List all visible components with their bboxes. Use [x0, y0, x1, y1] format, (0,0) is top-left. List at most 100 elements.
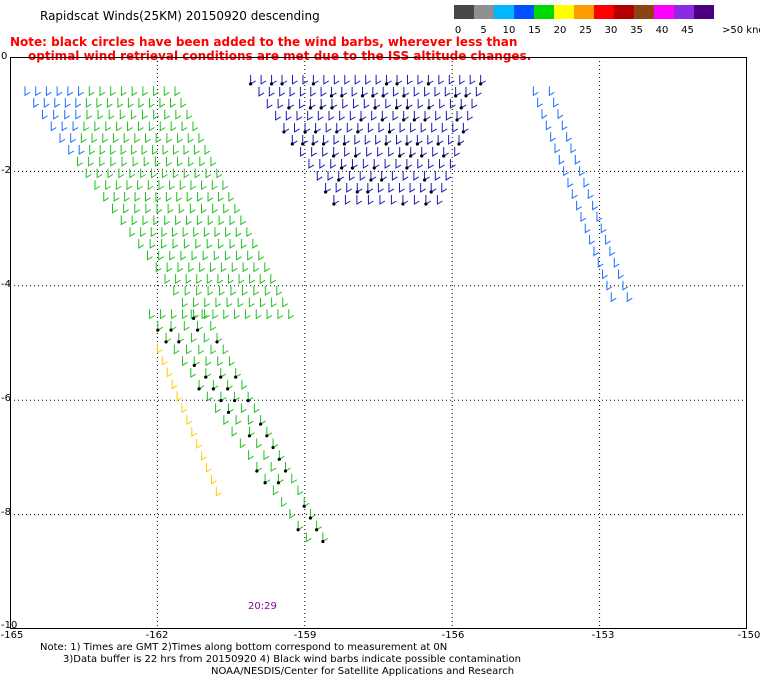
wind-barb	[169, 250, 176, 261]
y-tick-label: -6	[1, 393, 11, 404]
wind-barb	[140, 168, 146, 179]
contamination-dot	[296, 528, 300, 532]
wind-barb	[171, 379, 178, 390]
contamination-dot	[204, 375, 208, 379]
wind-barb	[107, 168, 114, 179]
wind-barb	[155, 191, 162, 202]
wind-barb	[220, 262, 227, 273]
wind-barb	[218, 238, 224, 249]
wind-barb	[134, 133, 141, 144]
wind-barb	[43, 98, 50, 108]
wind-barb	[131, 145, 137, 155]
wind-barb	[110, 156, 117, 167]
wind-barb	[210, 474, 217, 485]
wind-barb	[210, 156, 217, 167]
wind-barb	[279, 86, 285, 97]
wind-barb	[169, 98, 176, 108]
wind-barb	[199, 262, 205, 273]
wind-barb	[210, 262, 216, 273]
wind-barb	[216, 168, 223, 179]
wind-barb	[224, 250, 231, 261]
wind-barb	[206, 274, 213, 285]
contamination-dot	[311, 142, 315, 146]
legend-color-swatch	[634, 5, 654, 19]
wind-barb	[375, 74, 382, 85]
wind-barb	[215, 486, 222, 497]
wind-barb	[193, 227, 199, 238]
wind-barb	[54, 98, 61, 108]
wind-barb	[191, 427, 198, 438]
wind-barb	[310, 86, 316, 97]
wind-barb	[541, 109, 548, 120]
y-tick-label: -2	[1, 165, 11, 176]
wind-barb	[223, 203, 230, 214]
contamination-dot	[192, 363, 196, 367]
legend-color-swatch	[554, 5, 574, 19]
wind-barb	[35, 86, 41, 97]
wind-barb	[532, 86, 539, 97]
wind-barb	[270, 274, 277, 285]
wind-barb	[217, 191, 224, 202]
contamination-dot	[197, 387, 201, 391]
wind-barb	[302, 74, 309, 85]
wind-barb	[212, 309, 219, 320]
x-tick-label: -159	[293, 630, 317, 641]
wind-barb	[142, 86, 149, 97]
wind-barb	[130, 109, 137, 120]
wind-barb	[99, 86, 106, 97]
wind-barb	[436, 195, 443, 205]
wind-barb	[142, 215, 149, 226]
wind-barb	[330, 158, 336, 169]
wind-barb	[249, 274, 255, 285]
wind-barb	[176, 191, 183, 202]
wind-barb	[253, 403, 260, 414]
contamination-dot	[372, 166, 376, 170]
wind-barb	[448, 134, 454, 145]
contamination-dot	[429, 190, 433, 194]
wind-barb	[170, 121, 177, 132]
wind-barb	[166, 262, 173, 273]
wind-barb	[448, 74, 455, 85]
wind-barb	[241, 285, 248, 296]
wind-barb	[239, 438, 246, 449]
swath-time-label: 20:29	[248, 601, 277, 612]
wind-barb	[94, 180, 101, 191]
wind-barb	[567, 177, 574, 188]
wind-barb	[399, 122, 406, 133]
x-tick-label: -165	[0, 630, 24, 641]
wind-barb	[182, 356, 188, 367]
wind-barb	[182, 297, 188, 308]
wind-barb	[179, 180, 186, 191]
wind-barb	[117, 98, 124, 108]
contamination-dot	[402, 94, 406, 98]
wind-barb	[202, 250, 209, 261]
contamination-dot	[234, 375, 238, 379]
contamination-dot	[398, 154, 402, 158]
contamination-dot	[359, 118, 363, 122]
wind-barb	[583, 177, 590, 188]
wind-barb	[227, 274, 234, 285]
wind-barb	[191, 250, 198, 261]
wind-barb	[175, 215, 181, 226]
legend-label: 25	[579, 25, 592, 36]
wind-barb	[105, 121, 112, 132]
wind-barb	[207, 215, 214, 226]
wind-barb	[120, 215, 127, 226]
wind-barb	[96, 98, 103, 108]
wind-barb	[388, 182, 395, 193]
wind-barb	[162, 145, 169, 155]
wind-barb	[88, 86, 95, 97]
wind-barb	[342, 98, 348, 109]
wind-barb	[356, 195, 363, 205]
contamination-dot	[454, 94, 458, 98]
wind-barb	[183, 168, 190, 179]
wind-barb	[305, 532, 312, 543]
contamination-dot	[335, 130, 339, 134]
wind-barb	[192, 121, 199, 132]
contamination-note-line2: optimal wind retrieval conditions are me…	[28, 49, 532, 63]
wind-barb	[291, 473, 297, 484]
wind-barb	[86, 109, 93, 120]
wind-barb	[119, 109, 126, 120]
wind-barb	[396, 134, 402, 145]
contamination-dot	[360, 94, 365, 98]
